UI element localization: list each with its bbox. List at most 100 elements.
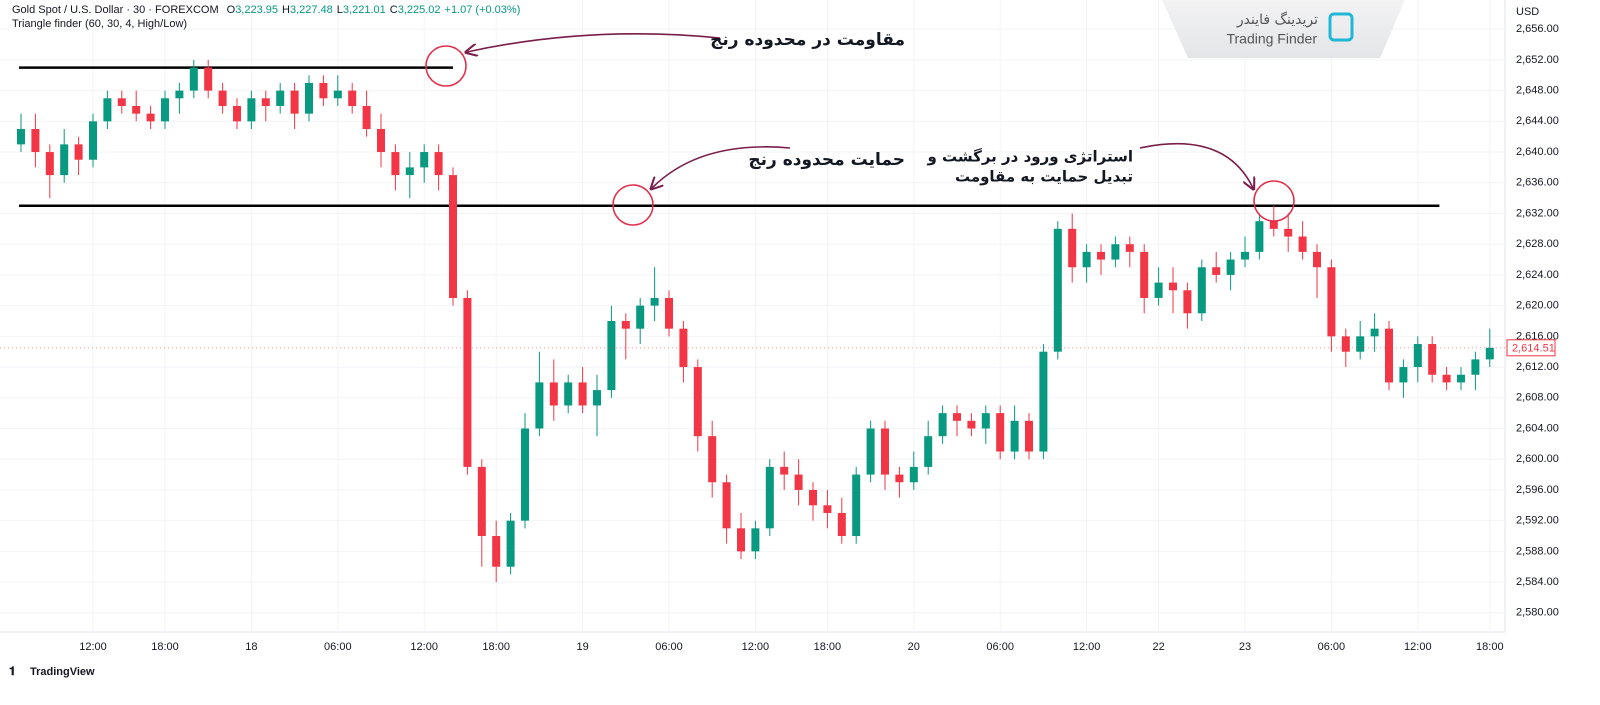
candle-body — [305, 82, 313, 114]
candle-body — [981, 413, 990, 429]
candle-body — [204, 67, 213, 91]
candle-body — [1457, 374, 1465, 383]
circle — [612, 184, 654, 226]
x-tick-label: 19 — [576, 641, 588, 653]
change: +1.07 (+0.03%) — [445, 4, 521, 16]
candle-body — [593, 390, 601, 406]
candle-body — [60, 144, 69, 176]
axis: 2,580.00 2,584.00 2,588.00 2,592.00 2,596.00… — [79, 23, 1559, 653]
x-tick-label: 23 — [1239, 641, 1251, 653]
candle-body — [996, 413, 1005, 452]
x-tick-label: 06:00 — [1318, 641, 1346, 653]
candle-body — [103, 98, 112, 122]
candle-body — [1183, 290, 1192, 314]
y-tick-label: 2,616.00 — [1516, 330, 1559, 342]
candle-body — [434, 152, 443, 176]
candle-body — [348, 90, 357, 106]
last-price-label: 2,614.51 — [1512, 343, 1555, 355]
candle-body — [938, 413, 947, 437]
candle-body — [1053, 228, 1062, 352]
ohlc-key: H — [282, 4, 290, 16]
candle-body — [261, 98, 270, 106]
candle-body — [1082, 251, 1091, 268]
candle-body — [1356, 336, 1365, 352]
logo-en: Trading Finder — [1226, 31, 1317, 47]
candle-body — [492, 536, 501, 567]
ohlc-key: C — [390, 4, 398, 16]
ohlc-value: 3,223.95 — [235, 4, 278, 16]
y-tick-label: 2,640.00 — [1516, 146, 1559, 158]
candle-body — [1269, 221, 1278, 229]
candle-body — [708, 436, 717, 483]
candle-body — [506, 520, 515, 567]
candle-body — [132, 105, 141, 114]
x-tick-label: 18:00 — [151, 641, 179, 653]
currency: USD — [1516, 6, 1539, 18]
candle-body — [1485, 347, 1494, 360]
y-tick-label: 2,588.00 — [1516, 545, 1559, 557]
y-tick-label: 2,584.00 — [1516, 576, 1559, 588]
candle-body — [420, 152, 429, 168]
y-tick-label: 2,596.00 — [1516, 484, 1559, 496]
candle-body — [1399, 367, 1408, 383]
candle-body — [837, 512, 846, 537]
candle-body — [362, 105, 371, 130]
candle-body — [751, 528, 760, 552]
candle-body — [1111, 244, 1120, 260]
candle-body — [1255, 221, 1264, 252]
x-tick-label: 06:00 — [655, 641, 683, 653]
logo-box — [1162, 0, 1405, 58]
x-tick-label: 12:00 — [410, 641, 438, 653]
x-tick-label: 18 — [245, 641, 257, 653]
candle-body — [146, 113, 155, 122]
annotation: مقاومت در محدوده رنج — [710, 30, 905, 50]
x-tick-label: 18:00 — [814, 641, 842, 653]
y-tick-label: 2,612.00 — [1516, 361, 1559, 373]
annotation: حمایت محدوده رنج — [748, 150, 905, 170]
candle-body — [290, 90, 299, 114]
x-tick-label: 20 — [908, 641, 920, 653]
candle-body — [809, 489, 817, 506]
candle-body — [1442, 374, 1451, 383]
arrow — [467, 32, 721, 52]
candle-body — [1154, 282, 1163, 298]
candle-body — [1010, 420, 1019, 452]
candle-body — [967, 420, 976, 429]
candle-body — [391, 152, 400, 176]
candle-body — [233, 105, 241, 122]
x-tick-label: 12:00 — [1404, 641, 1432, 653]
y-tick-label: 2,644.00 — [1516, 115, 1559, 127]
candle-body — [881, 428, 889, 475]
last-price-tag — [1506, 339, 1556, 357]
plot — [0, 59, 1505, 583]
y-tick-label: 2,604.00 — [1516, 422, 1559, 434]
ohlc-value: 3,225.02 — [398, 4, 441, 16]
candle-body — [247, 98, 256, 122]
candle-body — [650, 297, 659, 306]
candle-body — [953, 413, 961, 421]
x-tick-label: 18:00 — [1476, 641, 1504, 653]
footer: TradingView — [30, 666, 95, 678]
logo-icon — [1328, 12, 1354, 42]
candle-body — [319, 82, 328, 99]
y-tick-label: 2,636.00 — [1516, 177, 1559, 189]
circle — [1253, 180, 1295, 222]
candle-body — [1025, 420, 1033, 452]
ohlc-value: 3,221.01 — [343, 4, 386, 16]
candle-body — [1212, 267, 1221, 275]
candle-body — [1471, 359, 1480, 375]
arrow — [652, 146, 791, 188]
candle-body — [895, 474, 904, 483]
x-tick-label: 12:00 — [742, 641, 770, 653]
candle-body — [1428, 344, 1437, 375]
ohlc-key: O — [227, 4, 236, 16]
candle-body — [405, 167, 414, 176]
candle-body — [521, 428, 529, 521]
candle-body — [161, 98, 169, 122]
indicator: Triangle finder (60, 30, 4, High/Low) — [12, 18, 187, 30]
x-tick-label: 06:00 — [324, 641, 352, 653]
candle-body — [1327, 267, 1336, 337]
ohlc-value: 3,227.48 — [290, 4, 333, 16]
x-tick-label: 22 — [1152, 641, 1164, 653]
circle — [425, 45, 467, 87]
